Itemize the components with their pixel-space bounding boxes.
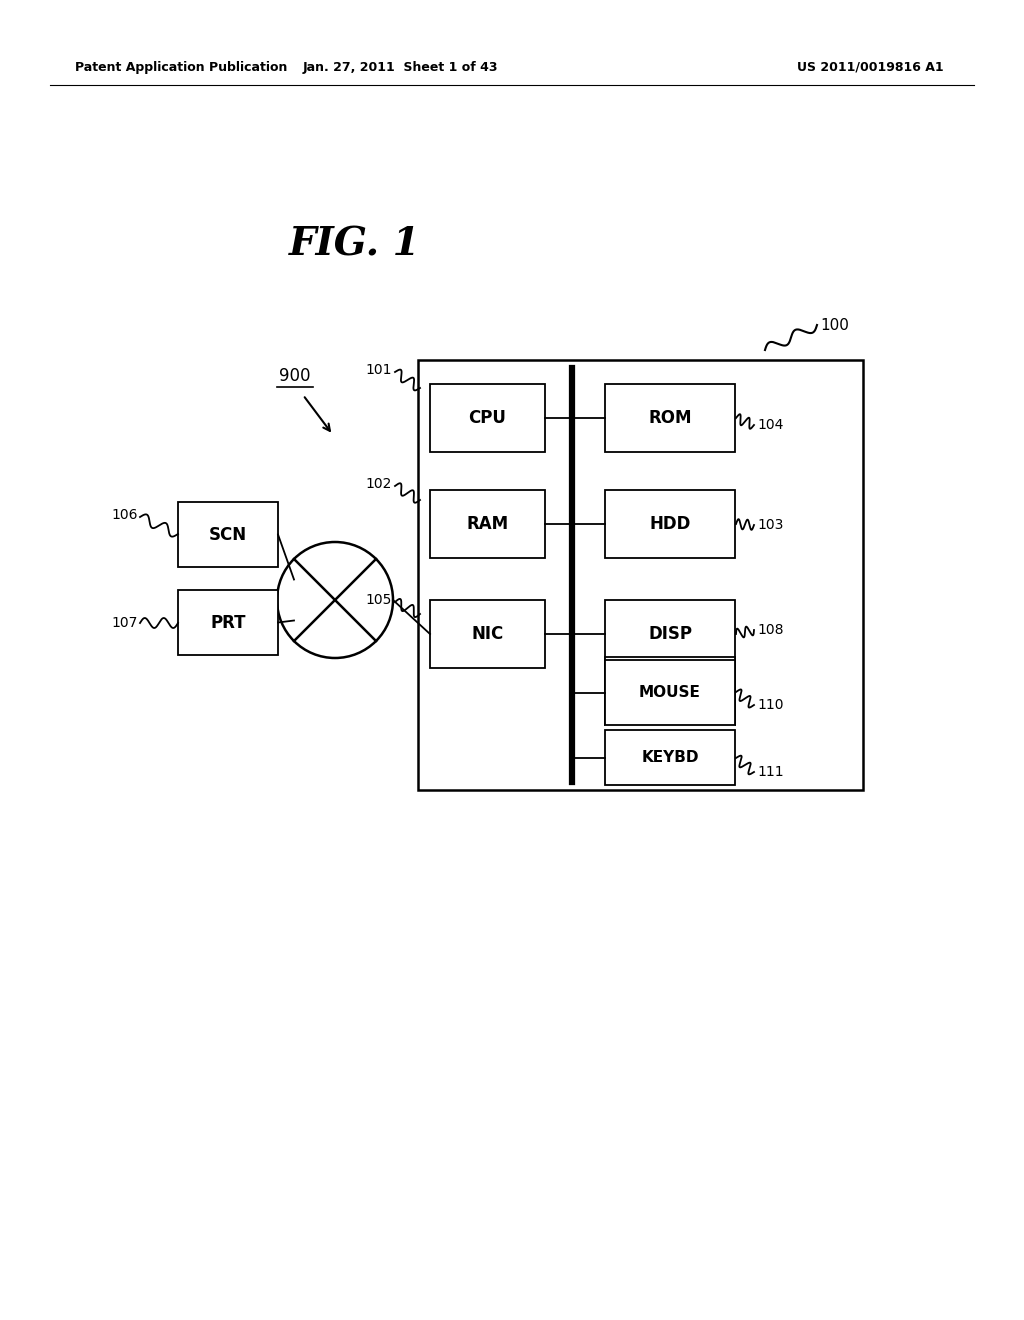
Text: 900: 900 [280,367,310,385]
Text: 101: 101 [366,363,392,378]
Text: ROM: ROM [648,409,692,426]
Text: Jan. 27, 2011  Sheet 1 of 43: Jan. 27, 2011 Sheet 1 of 43 [302,61,498,74]
Bar [605,657,735,725]
Text: FIG. 1: FIG. 1 [289,226,421,264]
Text: 111: 111 [757,766,783,779]
Bar [430,490,545,558]
Text: 110: 110 [757,698,783,711]
Bar [605,384,735,451]
Bar [605,730,735,785]
Text: MOUSE: MOUSE [639,685,701,700]
Bar [418,360,863,789]
Bar [178,590,278,655]
Text: PRT: PRT [210,614,246,631]
Text: 103: 103 [757,517,783,532]
Text: 107: 107 [112,616,138,630]
Text: 105: 105 [366,593,392,607]
Text: US 2011/0019816 A1: US 2011/0019816 A1 [797,61,943,74]
Text: 104: 104 [757,418,783,432]
Text: KEYBD: KEYBD [641,750,698,766]
Bar [430,384,545,451]
Bar [605,490,735,558]
Bar [605,601,735,668]
Bar [605,660,735,725]
Text: HDD: HDD [649,515,690,533]
Text: DISP: DISP [648,624,692,643]
Text: 102: 102 [366,477,392,491]
Text: NIC: NIC [471,624,504,643]
Bar [178,502,278,568]
Bar [605,660,735,726]
Text: 108: 108 [757,623,783,638]
Text: 100: 100 [820,318,849,333]
Bar [430,601,545,668]
Text: Patent Application Publication: Patent Application Publication [75,61,288,74]
Text: 106: 106 [112,508,138,521]
Text: CPU: CPU [469,409,507,426]
Text: SCN: SCN [209,525,247,544]
Text: RAM: RAM [467,515,509,533]
